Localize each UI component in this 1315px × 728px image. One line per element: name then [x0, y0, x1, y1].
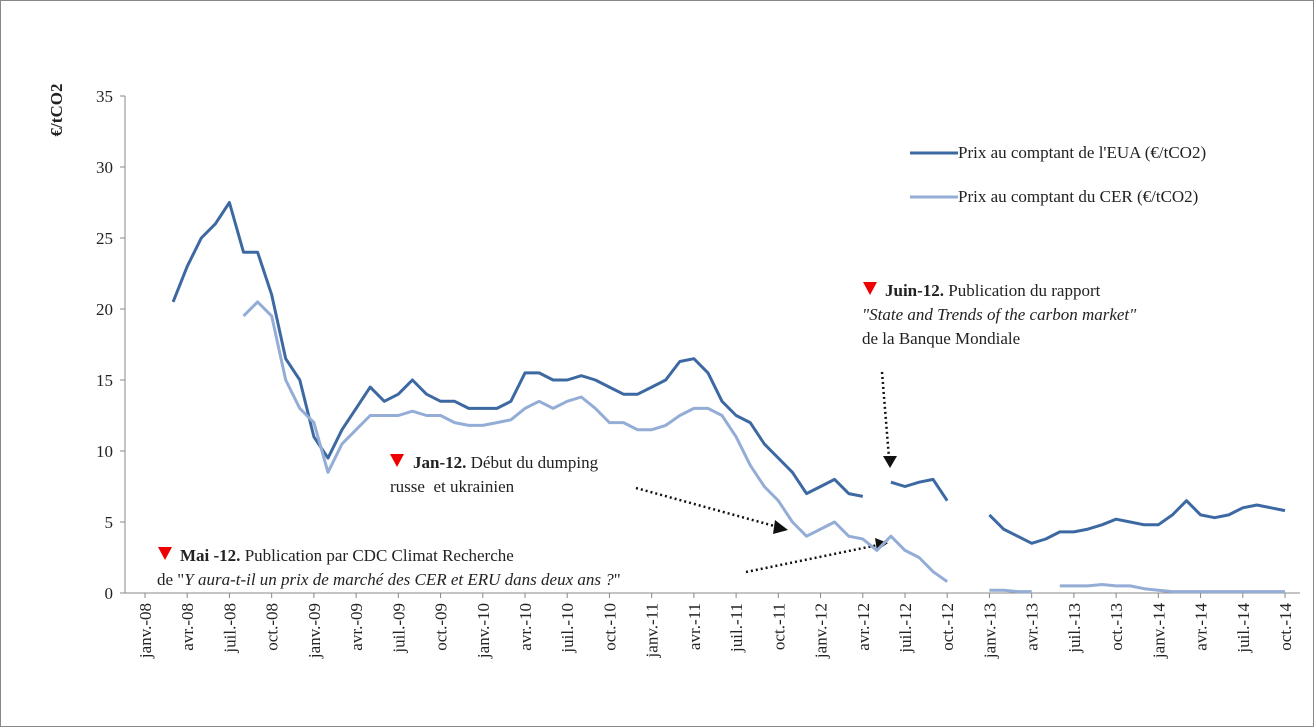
legend-entry: Prix au comptant du CER (€/tCO2) — [958, 187, 1199, 206]
x-tick-label: avr.-12 — [854, 603, 873, 651]
marker-triangle — [390, 454, 404, 467]
annotation-line: Jan-12. Début du dumping — [413, 453, 599, 472]
y-tick-label: 25 — [96, 229, 113, 248]
annotation-text: Début du dumping — [466, 453, 598, 472]
annotation-text: Juin-12. — [885, 281, 944, 300]
y-tick-label: 15 — [96, 371, 113, 390]
annotation-line: Juin-12. Publication du rapport — [885, 281, 1101, 300]
y-axis-label: €/tCO2 — [47, 84, 66, 137]
y-tick-label: 0 — [105, 584, 114, 603]
x-tick-label: juil.-13 — [1065, 603, 1084, 654]
arrow — [635, 486, 779, 529]
arrow-head — [773, 520, 788, 534]
x-tick-label: oct.-13 — [1107, 603, 1126, 651]
x-tick-label: janv.-14 — [1149, 603, 1168, 660]
x-tick-label: juil.-09 — [389, 603, 408, 654]
x-tick-label: juil.-10 — [558, 603, 577, 654]
arrow — [745, 543, 879, 574]
annotation-line: Mai -12. Publication par CDC Climat Rech… — [180, 546, 514, 565]
arrows — [635, 371, 891, 574]
series-line — [242, 300, 1285, 594]
y-tick-label: 30 — [96, 158, 113, 177]
x-tick-label: oct.-10 — [600, 603, 619, 651]
x-tick-label: oct.-12 — [938, 603, 957, 651]
annotation-line: de "Y aura-t-il un prix de marché des CE… — [157, 570, 621, 589]
annotation-text: Y aura-t-il un prix de marché des CER et… — [184, 570, 614, 589]
series-line — [171, 201, 1286, 545]
x-tick-label: janv.-13 — [980, 603, 999, 659]
annotation-text: russe et ukrainien — [390, 477, 515, 496]
x-tick-label: avr.-08 — [178, 603, 197, 651]
annotation-text: Mai -12. — [180, 546, 240, 565]
x-tick-label: oct.-11 — [769, 603, 788, 650]
arrow-head — [883, 456, 897, 468]
annotation-text: Publication du rapport — [944, 281, 1101, 300]
x-tick-label: avr.-10 — [516, 603, 535, 651]
marker-triangle — [158, 547, 172, 560]
y-tick-label: 20 — [96, 300, 113, 319]
x-tick-label: juil.-12 — [896, 603, 915, 654]
x-tick-label: juil.-08 — [220, 603, 239, 654]
markers — [158, 282, 877, 560]
x-tick-label: janv.-11 — [643, 603, 662, 658]
legend-entry: Prix au comptant de l'EUA (€/tCO2) — [958, 143, 1207, 162]
x-tick-label: janv.-09 — [305, 603, 324, 659]
annotation-text: " — [614, 570, 621, 589]
y-tick-label: 35 — [96, 87, 113, 106]
x-tick-label: avr.-09 — [347, 603, 366, 651]
x-tick-label: avr.-13 — [1023, 603, 1042, 651]
x-tick-label: oct.-14 — [1276, 603, 1295, 651]
x-tick-label: avr.-14 — [1192, 603, 1211, 651]
annotation-line: "State and Trends of the carbon market" — [862, 305, 1137, 324]
x-tick-label: oct.-09 — [432, 603, 451, 651]
annotation-text: Jan-12. — [413, 453, 466, 472]
y-tick-label: 5 — [105, 513, 114, 532]
x-tick-label: janv.-08 — [136, 603, 155, 659]
marker-triangle — [863, 282, 877, 295]
annotation-text: de la Banque Mondiale — [862, 329, 1020, 348]
x-tick-label: avr.-11 — [685, 603, 704, 650]
annotation-text: Publication par CDC Climat Recherche — [240, 546, 513, 565]
annotation-line: russe et ukrainien — [390, 477, 515, 496]
x-tick-label: oct.-08 — [263, 603, 282, 651]
x-tick-label: janv.-12 — [812, 603, 831, 659]
x-tick-label: janv.-10 — [474, 603, 493, 659]
y-tick-label: 10 — [96, 442, 113, 461]
x-tick-label: juil.-14 — [1234, 603, 1253, 654]
annotation-line: de la Banque Mondiale — [862, 329, 1020, 348]
annotation-text: de " — [157, 570, 184, 589]
x-tick-label: juil.-11 — [727, 603, 746, 653]
arrow — [880, 371, 891, 459]
annotation-text: "State and Trends of the carbon market" — [862, 305, 1137, 324]
